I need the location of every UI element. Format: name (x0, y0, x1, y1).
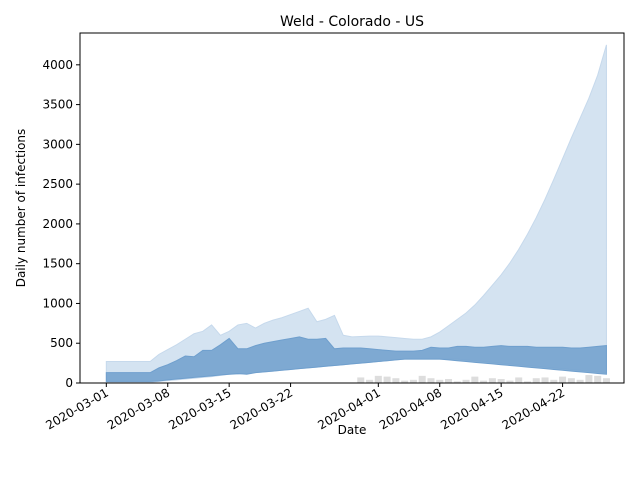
y-axis-label: Daily number of infections (14, 129, 28, 288)
y-tick-label: 500 (50, 336, 73, 350)
observed-bar (409, 379, 417, 383)
x-tick-label: 2020-03-01 (43, 385, 110, 432)
observed-bar (374, 375, 382, 383)
y-tick-label: 4000 (42, 58, 73, 72)
observed-bar (418, 375, 426, 383)
observed-bar (453, 381, 461, 383)
x-tick-label: 2020-03-08 (105, 385, 172, 432)
observed-bar (488, 378, 496, 383)
observed-bar (436, 379, 444, 383)
observed-bar (471, 376, 479, 383)
observed-bar (550, 379, 558, 383)
observed-bar (523, 381, 531, 383)
observed-bar (594, 375, 602, 383)
observed-bar (392, 378, 400, 383)
observed-bars (357, 375, 610, 383)
observed-bar (515, 377, 523, 383)
observed-bar (567, 378, 575, 383)
axes-frame (79, 32, 625, 384)
y-tick-label: 2500 (42, 177, 73, 191)
x-axis-label: Date (338, 423, 367, 437)
y-tick-label: 0 (65, 376, 73, 390)
observed-bar (445, 379, 453, 383)
y-tick-label: 2000 (42, 217, 73, 231)
observed-bar (576, 379, 584, 383)
x-tick-label: 2020-03-15 (166, 385, 233, 432)
x-tick-label: 2020-04-22 (500, 385, 567, 432)
outer-band (105, 44, 607, 383)
observed-bar (480, 380, 488, 383)
x-tick-label: 2020-03-22 (228, 385, 295, 432)
observed-bar (497, 379, 505, 383)
chart-title: Weld - Colorado - US (280, 14, 424, 30)
observed-bar (532, 378, 540, 383)
inner-band (105, 336, 607, 382)
observed-bar (383, 376, 391, 383)
plot-area (105, 44, 610, 383)
observed-bar (585, 375, 593, 383)
y-tick-label: 3000 (42, 137, 73, 151)
observed-bar (559, 376, 567, 383)
y-axis-ticks: 0 500 1000 1500 2000 2500 3000 3500 4000 (42, 58, 80, 390)
observed-bar (427, 378, 435, 383)
x-tick-label: 2020-04-15 (438, 385, 505, 432)
y-tick-label: 1000 (42, 296, 73, 310)
y-tick-label: 3500 (42, 98, 73, 112)
observed-bar (462, 379, 470, 383)
x-tick-label: 2020-04-08 (377, 385, 444, 432)
y-tick-label: 1500 (42, 257, 73, 271)
observed-bar (366, 379, 374, 383)
observed-bar (401, 380, 409, 383)
observed-bar (357, 377, 365, 383)
observed-bar (602, 378, 610, 383)
x-axis-ticks: 2020-03-012020-03-082020-03-152020-03-22… (43, 383, 567, 432)
observed-bar (541, 377, 549, 383)
observed-bar (506, 380, 514, 383)
